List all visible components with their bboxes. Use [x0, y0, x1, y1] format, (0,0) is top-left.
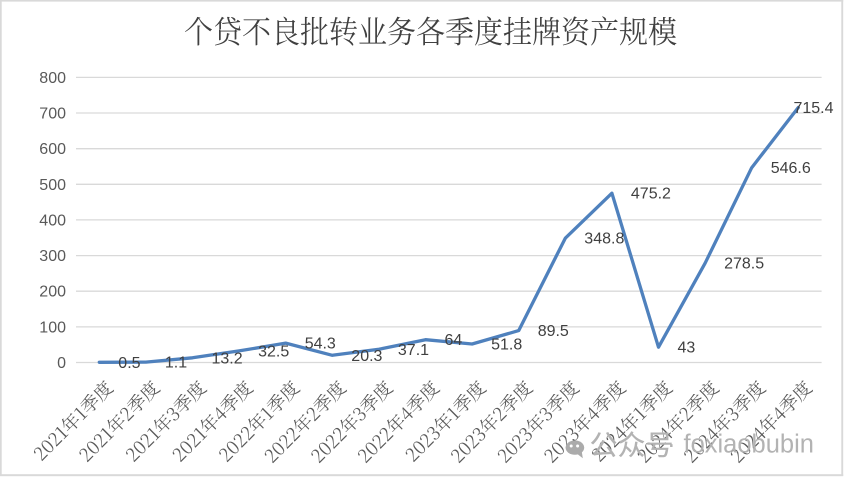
svg-text:100: 100: [39, 319, 66, 336]
svg-text:37.1: 37.1: [398, 342, 429, 359]
svg-text:32.5: 32.5: [258, 343, 289, 360]
svg-text:700: 700: [39, 106, 66, 123]
svg-text:300: 300: [39, 248, 66, 265]
svg-text:·: ·: [667, 429, 676, 459]
svg-text:800: 800: [39, 70, 66, 87]
svg-text:0.5: 0.5: [118, 355, 140, 372]
svg-text:500: 500: [39, 177, 66, 194]
svg-text:0: 0: [57, 355, 66, 372]
svg-text:278.5: 278.5: [724, 256, 764, 273]
svg-text:475.2: 475.2: [631, 186, 671, 203]
svg-text:546.6: 546.6: [771, 160, 811, 177]
svg-text:64: 64: [445, 332, 463, 349]
svg-text:51.8: 51.8: [491, 337, 522, 354]
svg-text:54.3: 54.3: [305, 336, 336, 353]
svg-text:1.1: 1.1: [165, 355, 187, 372]
svg-text:200: 200: [39, 284, 66, 301]
svg-text:89.5: 89.5: [538, 323, 569, 340]
svg-text:715.4: 715.4: [793, 100, 833, 117]
svg-text:43: 43: [678, 340, 696, 357]
svg-text:foxiaobubin: foxiaobubin: [684, 431, 814, 459]
svg-text:400: 400: [39, 212, 66, 229]
svg-text:348.8: 348.8: [584, 231, 624, 248]
svg-text:20.3: 20.3: [351, 348, 382, 365]
svg-text:13.2: 13.2: [212, 350, 243, 367]
svg-text:600: 600: [39, 141, 66, 158]
